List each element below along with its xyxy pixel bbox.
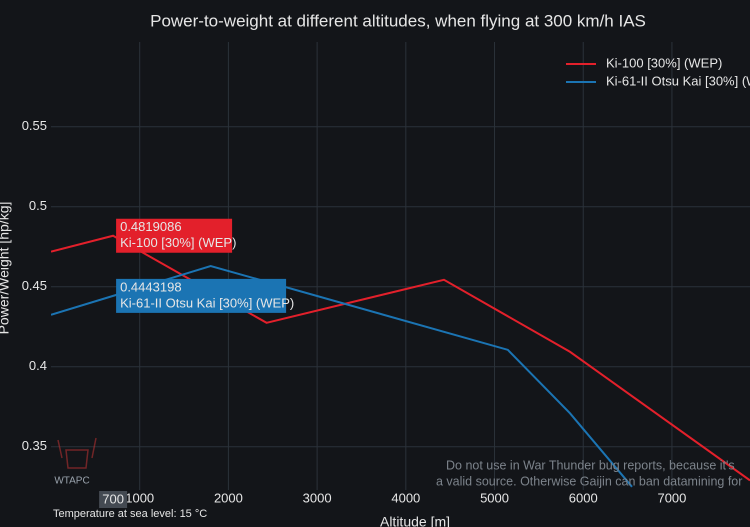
chart-title: Power-to-weight at different altitudes, … xyxy=(150,11,646,30)
legend-label: Ki-100 [30%] (WEP) xyxy=(606,55,722,70)
hover-value: 0.4819086 xyxy=(120,219,181,234)
watermark: Do not use in War Thunder bug reports, b… xyxy=(446,458,735,472)
y-tick-label: 0.45 xyxy=(22,278,47,293)
hover-x-label: 700 xyxy=(99,491,128,508)
x-tick-label: 1000 xyxy=(125,490,154,505)
hover-x-text: 700 xyxy=(102,491,124,506)
x-tick-label: 6000 xyxy=(569,490,598,505)
x-tick-label: 5000 xyxy=(480,490,509,505)
logo-text: WTAPC xyxy=(54,476,89,487)
series-line xyxy=(51,264,633,488)
hover-value: 0.4443198 xyxy=(120,279,181,294)
y-tick-label: 0.55 xyxy=(22,118,47,133)
y-tick-label: 0.5 xyxy=(29,198,47,213)
x-tick-label: 3000 xyxy=(303,490,332,505)
plot-area xyxy=(51,42,750,490)
hover-x-box xyxy=(99,491,128,508)
watermark: a valid source. Otherwise Gaijin can ban… xyxy=(436,474,742,488)
x-axis-label: Altitude [m] xyxy=(380,514,450,527)
series-line xyxy=(51,234,750,482)
hover-series: Ki-61-II Otsu Kai [30%] (WEP) xyxy=(120,295,294,310)
hover-box xyxy=(116,218,233,253)
y-axis-label: Power/Weight [hp/kg] xyxy=(0,202,12,335)
hover-series: Ki-100 [30%] (WEP) xyxy=(120,235,236,250)
legend-label: Ki-61-II Otsu Kai [30%] (WEP) xyxy=(606,73,750,88)
footnote: Temperature at sea level: 15 °C xyxy=(53,508,207,520)
y-tick-label: 0.4 xyxy=(29,358,47,373)
y-tick-label: 0.35 xyxy=(22,438,47,453)
logo: WTAPC xyxy=(54,437,97,487)
hover-box xyxy=(116,278,287,313)
x-tick-label: 4000 xyxy=(391,490,420,505)
x-tick-label: 2000 xyxy=(214,490,243,505)
x-tick-label: 7000 xyxy=(657,490,686,505)
